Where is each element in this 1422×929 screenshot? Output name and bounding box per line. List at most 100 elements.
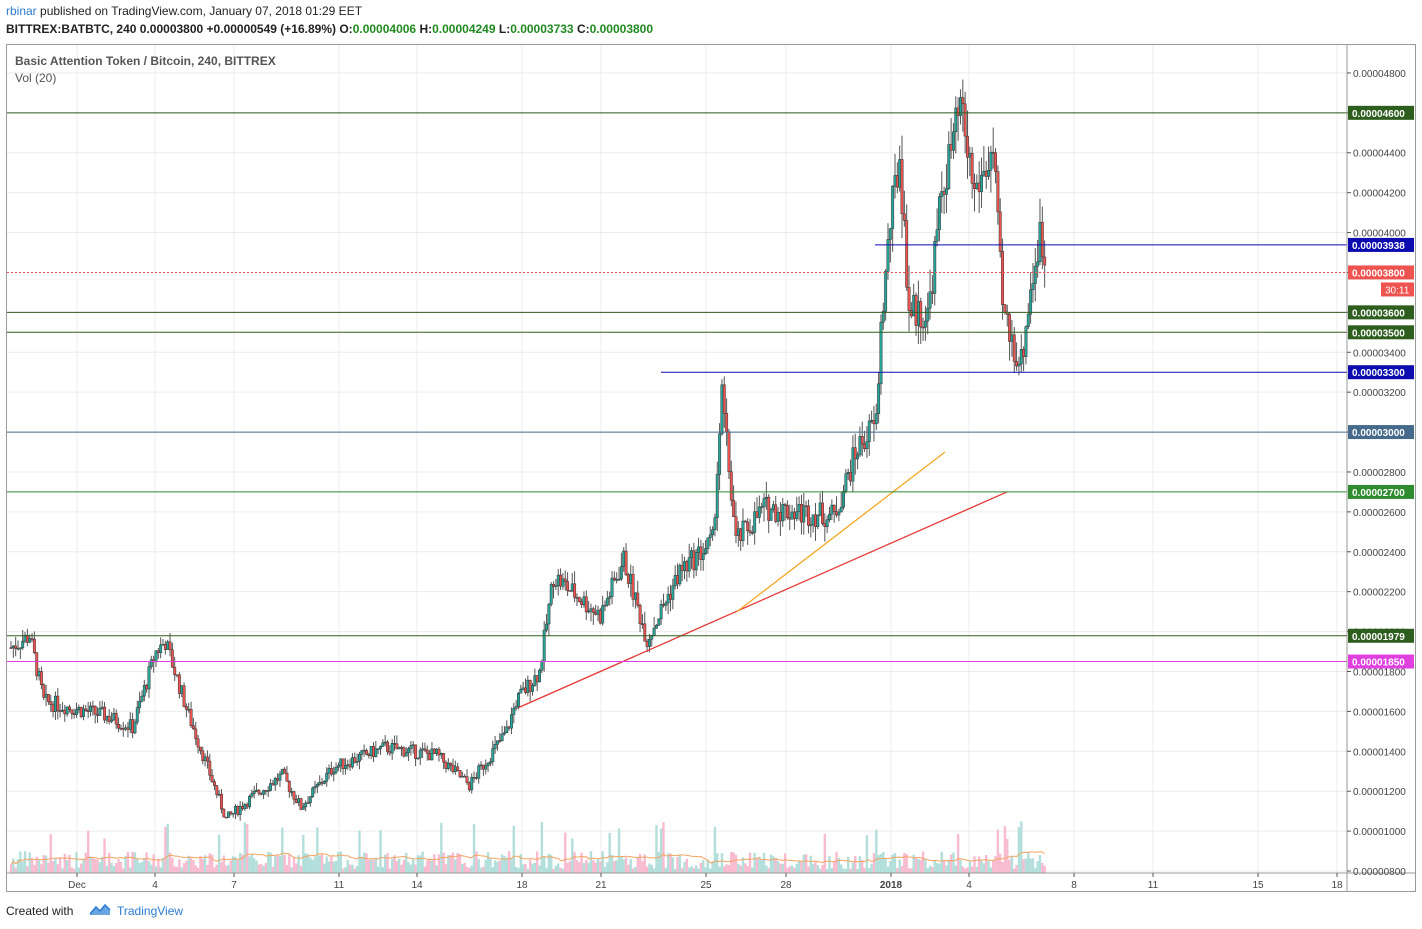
volume-bar: [243, 822, 247, 873]
time-tick-label: 4: [152, 880, 158, 891]
candle-body: [645, 640, 649, 647]
candle-body: [407, 748, 411, 754]
time-tick-label: 28: [780, 880, 792, 891]
candle-body: [673, 575, 677, 587]
candle-body: [75, 709, 78, 715]
volume-bar: [872, 853, 876, 873]
volume-bar: [783, 853, 787, 873]
candle-body: [577, 597, 581, 603]
volume-bar: [182, 863, 186, 873]
volume-bar: [178, 859, 181, 873]
candle-body: [189, 708, 193, 726]
candle-body: [374, 748, 378, 757]
volume-bar: [61, 868, 64, 873]
candle-body: [998, 211, 1002, 252]
tradingview-logo-icon[interactable]: [88, 902, 112, 918]
candle-body: [631, 574, 635, 600]
candle-body: [944, 188, 948, 195]
candle-body: [528, 679, 532, 692]
candle-body: [456, 766, 460, 771]
volume-bar: [166, 823, 169, 873]
volume-bar: [776, 861, 780, 873]
candle-body: [977, 182, 981, 192]
candle-body: [849, 472, 853, 482]
time-tick-label: 15: [1252, 880, 1264, 891]
tradingview-brand[interactable]: TradingView: [117, 904, 184, 918]
volume-bar: [517, 867, 520, 873]
candle-body: [35, 652, 39, 677]
price-chart[interactable]: 0.00000800 0.00001000 0.00001200 0.00001400…: [7, 45, 1415, 891]
candle-body: [493, 744, 497, 749]
volume-bar: [451, 852, 455, 873]
author-name[interactable]: rbinar: [6, 4, 37, 18]
candle-body: [711, 529, 715, 536]
chart-frame[interactable]: 0.00000800 0.00001000 0.00001200 0.00001400…: [6, 44, 1416, 892]
candle-body: [851, 447, 855, 482]
volume-bar: [564, 832, 567, 873]
candle-body: [563, 578, 567, 582]
candle-body: [828, 513, 831, 520]
volume-bar: [982, 863, 986, 873]
volume-bar: [554, 865, 558, 873]
volume-bar: [262, 865, 265, 873]
candle-body: [187, 708, 191, 711]
candle-body: [980, 174, 983, 192]
candle-body: [514, 706, 518, 709]
candle-body: [145, 685, 149, 690]
volume-bar: [264, 863, 268, 873]
price-tick-label: 0.00001600: [1353, 707, 1406, 718]
volume-bar: [938, 863, 941, 873]
level-price-label: 0.00003300: [1352, 368, 1405, 379]
candle-body: [643, 623, 647, 642]
volume-bar: [33, 864, 36, 873]
volume-bar: [23, 851, 27, 873]
candle-body: [329, 768, 333, 775]
volume-bar: [680, 868, 684, 873]
candle-body: [655, 624, 658, 629]
candle-body: [388, 751, 392, 754]
volume-bar: [35, 856, 38, 873]
candle-body: [598, 609, 602, 624]
volume-bar: [811, 863, 815, 873]
candle-body: [1024, 326, 1028, 357]
candle-body: [474, 777, 478, 779]
candle-body: [928, 291, 932, 309]
candle-body: [914, 294, 918, 326]
volume-bar: [316, 827, 319, 873]
candle-body: [103, 706, 106, 721]
volume-bar: [444, 864, 448, 873]
volume-bar: [585, 859, 588, 873]
candle-body: [697, 546, 700, 553]
volume-bar: [362, 852, 366, 873]
time-tick-label: 2018: [880, 880, 903, 891]
candle-body: [818, 502, 822, 516]
volume-bar: [428, 858, 431, 873]
volume-bar: [818, 868, 822, 873]
candle-body: [542, 629, 546, 662]
volume-bar: [641, 860, 644, 873]
candle-body: [879, 321, 883, 385]
volume-bar: [669, 853, 672, 873]
price-tick-label: 0.00003200: [1353, 388, 1406, 399]
volume-bar: [482, 866, 485, 873]
volume-bar: [421, 851, 424, 873]
volume-label: Vol (20): [15, 71, 56, 85]
volume-bar: [676, 857, 679, 873]
candle-body: [245, 804, 249, 808]
low-value: 0.00003733: [510, 22, 574, 36]
volume-bar: [760, 859, 763, 873]
volume-bar: [465, 867, 469, 873]
volume-bar: [49, 834, 52, 873]
volume-bar: [196, 867, 200, 873]
candle-body: [973, 183, 976, 189]
candle-body: [662, 604, 665, 606]
volume-bar: [14, 867, 17, 873]
candle-body: [432, 748, 436, 754]
volume-bar: [70, 867, 74, 873]
volume-bar: [400, 864, 403, 873]
candle-body: [937, 196, 941, 230]
candle-body: [56, 695, 60, 711]
candle-body: [156, 650, 160, 653]
level-price-tag: [1348, 425, 1414, 440]
candle-body: [131, 719, 135, 734]
